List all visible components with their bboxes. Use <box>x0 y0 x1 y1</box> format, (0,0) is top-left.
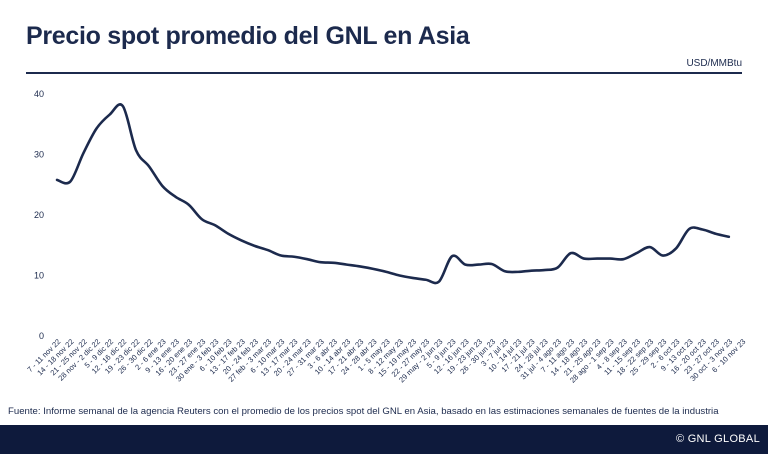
series-layer <box>55 103 731 285</box>
y-tick-label: 30 <box>34 150 44 160</box>
source-note: Fuente: Informe semanal de la agencia Re… <box>8 406 719 417</box>
chart-title: Precio spot promedio del GNL en Asia <box>26 22 470 50</box>
footer-bar: © GNL GLOBAL <box>0 425 768 454</box>
y-axis: 0 10 20 30 40 <box>34 89 44 341</box>
y-tick-label: 10 <box>34 271 44 281</box>
unit-label: USD/MMBtu <box>686 58 742 69</box>
series-line <box>55 103 731 285</box>
y-tick-label: 0 <box>39 331 44 341</box>
y-tick-label: 20 <box>34 210 44 220</box>
y-tick-label: 40 <box>34 89 44 99</box>
title-rule <box>26 72 742 74</box>
copyright-text: © GNL GLOBAL <box>675 433 760 445</box>
